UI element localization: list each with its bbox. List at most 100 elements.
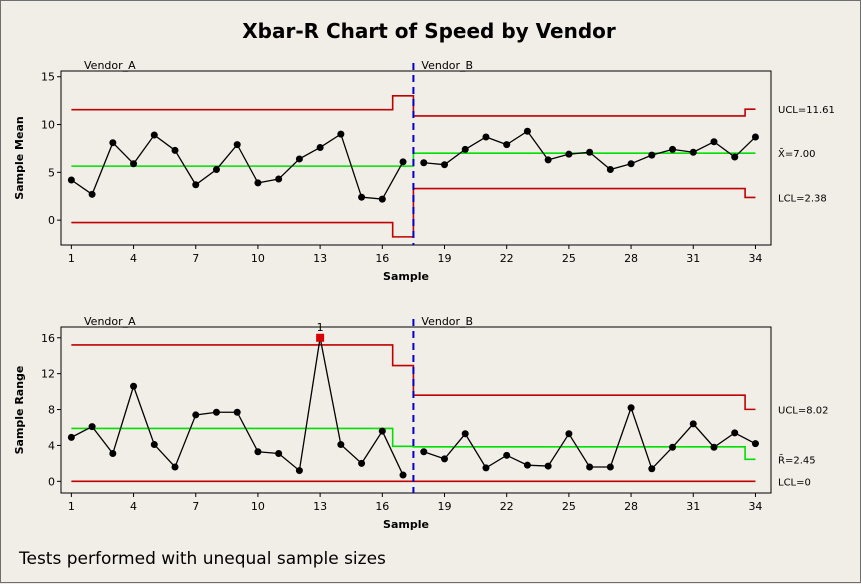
y-axis-label: Sample Range xyxy=(13,366,26,455)
data-point xyxy=(627,404,635,412)
data-point xyxy=(461,430,469,438)
data-point xyxy=(295,467,303,475)
y-tick-label: 5 xyxy=(48,166,55,179)
data-point xyxy=(523,461,531,469)
data-point xyxy=(67,176,75,184)
x-tick-label: 16 xyxy=(375,252,389,265)
x-tick-label: 22 xyxy=(500,500,514,513)
data-point xyxy=(461,145,469,153)
x-tick-label: 19 xyxy=(438,252,452,265)
data-point xyxy=(544,156,552,164)
data-point xyxy=(731,429,739,437)
plot-frame xyxy=(60,326,772,494)
data-point xyxy=(233,141,241,149)
x-tick-label: 25 xyxy=(562,500,576,513)
data-point xyxy=(586,148,594,156)
data-point xyxy=(337,130,345,138)
x-tick-label: 13 xyxy=(313,252,327,265)
range-panel: 0 4 8 12 16 1 4 7 10 13 16 19 22 25 28 31 34 Sample Sample… xyxy=(13,315,829,531)
data-point xyxy=(648,465,656,473)
x-tick-label: 28 xyxy=(624,252,638,265)
data-point xyxy=(751,440,759,448)
data-point xyxy=(150,131,158,139)
data-point xyxy=(731,153,739,161)
y-tick-label: 0 xyxy=(48,475,55,488)
data-point xyxy=(420,448,428,456)
x-tick-label: 4 xyxy=(130,252,137,265)
data-point xyxy=(669,145,677,153)
data-point xyxy=(399,471,407,479)
data-point xyxy=(150,441,158,449)
data-point xyxy=(171,146,179,154)
data-point xyxy=(109,450,117,458)
data-point xyxy=(586,463,594,471)
data-point xyxy=(316,143,324,151)
x-tick-label: 10 xyxy=(251,500,265,513)
data-point xyxy=(689,148,697,156)
data-point xyxy=(503,451,511,459)
data-point xyxy=(399,158,407,166)
x-axis-label: Sample xyxy=(383,270,429,283)
flagged-point xyxy=(316,333,325,342)
x-tick-label: 1 xyxy=(68,500,75,513)
ucl-line xyxy=(71,344,756,411)
data-point xyxy=(88,190,96,198)
data-point xyxy=(441,455,449,463)
data-point xyxy=(606,165,614,173)
data-point xyxy=(627,160,635,168)
x-tick-label: 7 xyxy=(192,500,199,513)
data-point xyxy=(710,443,718,451)
x-tick-label: 34 xyxy=(748,252,762,265)
data-point xyxy=(358,193,366,201)
y-tick-label: 12 xyxy=(41,368,55,381)
limit-label: UCL=8.02 xyxy=(778,405,829,416)
y-tick-label: 4 xyxy=(48,439,55,452)
x-tick-label: 19 xyxy=(438,500,452,513)
data-point xyxy=(130,160,138,168)
data-point xyxy=(523,127,531,135)
center-line xyxy=(71,152,756,167)
data-point xyxy=(275,450,283,458)
data-point xyxy=(648,151,656,159)
y-tick-label: 15 xyxy=(41,71,55,84)
y-tick-label: 0 xyxy=(48,214,55,227)
flag-marker: 1 xyxy=(317,321,324,334)
x-tick-label: 25 xyxy=(562,252,576,265)
x-tick-label: 28 xyxy=(624,500,638,513)
data-point xyxy=(378,427,386,435)
data-point xyxy=(503,141,511,149)
x-tick-label: 13 xyxy=(313,500,327,513)
data-point xyxy=(109,139,117,147)
limit-label: UCL=11.61 xyxy=(778,105,835,116)
data-point xyxy=(295,155,303,163)
stage-label-a: Vendor_A xyxy=(84,315,136,328)
data-point xyxy=(212,165,220,173)
data-point xyxy=(233,408,241,416)
data-point xyxy=(337,441,345,449)
x-tick-label: 1 xyxy=(68,252,75,265)
footnote: Tests performed with unequal sample size… xyxy=(18,549,386,569)
data-point xyxy=(212,408,220,416)
center-line xyxy=(71,427,756,461)
data-point xyxy=(689,420,697,428)
data-point xyxy=(482,133,490,141)
x-tick-label: 16 xyxy=(375,500,389,513)
data-point xyxy=(358,459,366,467)
data-point xyxy=(378,195,386,203)
data-point xyxy=(565,430,573,438)
limit-label: LCL=2.38 xyxy=(778,193,827,204)
data-point xyxy=(482,464,490,472)
limit-label: R̄=2.45 xyxy=(778,454,816,467)
x-tick-label: 34 xyxy=(748,500,762,513)
data-point xyxy=(441,161,449,169)
y-tick-label: 8 xyxy=(48,404,55,417)
xbar-panel: 0 5 10 15 1 4 7 10 13 16 19 22 25 28 31 34 Sample Sample … xyxy=(13,59,835,283)
data-point xyxy=(565,150,573,158)
stage-label-a: Vendor_A xyxy=(84,59,136,72)
x-tick-label: 7 xyxy=(192,252,199,265)
stage-label-b: Vendor_B xyxy=(421,315,473,328)
chart-title: Xbar-R Chart of Speed by Vendor xyxy=(242,19,616,43)
x-tick-label: 31 xyxy=(686,500,700,513)
y-tick-label: 16 xyxy=(41,332,55,345)
